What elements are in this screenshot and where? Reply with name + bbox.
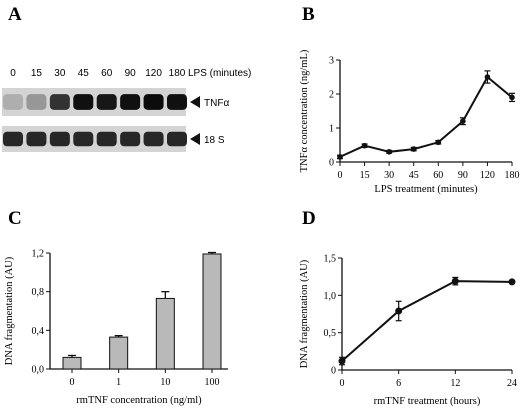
blot-band: [49, 94, 70, 110]
band-label: 18 S: [204, 135, 225, 146]
x-axis-label: rmTNF concentration (ng/ml): [76, 395, 202, 406]
y-tick-label: 1: [329, 124, 334, 135]
y-tick-label: 1,0: [324, 291, 337, 302]
data-point: [484, 74, 491, 80]
x-axis-label: rmTNF treatment (hours): [374, 396, 481, 407]
lane-label: 180: [169, 68, 186, 79]
y-tick-label: 0: [331, 366, 336, 377]
blot-band: [120, 94, 141, 110]
y-tick-label: 2: [329, 90, 334, 101]
data-point: [338, 357, 346, 365]
y-tick-label: 0: [329, 158, 334, 169]
band-arrow-icon: [190, 133, 200, 145]
x-tick-label: 0: [340, 378, 345, 389]
panel-label-b: B: [302, 4, 315, 25]
x-tick-label: 6: [396, 378, 401, 389]
lane-label: 60: [101, 68, 113, 79]
blot-band: [3, 131, 23, 147]
y-tick-label: 3: [329, 56, 334, 67]
bar: [62, 356, 82, 370]
x-tick-label: 0: [338, 170, 343, 181]
x-tick-label: 12: [450, 378, 460, 389]
y-tick-label: 0,8: [32, 287, 45, 298]
x-tick-label: 24: [507, 378, 517, 389]
northern-blot: LPS (minutes) 0 15 30 45 60 90 120 180 TNFα 18 S: [2, 68, 251, 152]
x-tick-label: 180: [505, 170, 520, 181]
y-axis-label: DNA fragmentation (AU): [299, 259, 310, 368]
y-tick-label: 0,4: [32, 326, 45, 337]
blot-band: [167, 94, 187, 110]
x-tick-label: 1: [116, 377, 121, 388]
bar: [202, 253, 222, 370]
x-tick-label: 0: [70, 377, 75, 388]
series-line: [339, 75, 513, 158]
x-tick-label: 90: [458, 170, 468, 181]
bar: [155, 297, 175, 370]
lane-label: 45: [78, 68, 90, 79]
x-tick-label: 45: [409, 170, 419, 181]
blot-band: [143, 94, 164, 110]
x-tick-label: 30: [384, 170, 394, 181]
y-tick-label: 1,5: [324, 254, 337, 265]
data-point: [395, 307, 403, 315]
blot-band: [26, 94, 47, 110]
x-tick-label: 100: [205, 377, 220, 388]
panel-label-c: C: [8, 208, 22, 229]
y-tick-label: 0,0: [32, 365, 45, 376]
blot-band: [167, 131, 187, 147]
blot-band: [49, 131, 70, 147]
data-point: [508, 278, 516, 286]
blot-band: [26, 131, 47, 147]
y-axis-label: TNFα concentration (ng/mL): [299, 49, 310, 172]
data-point: [337, 154, 343, 160]
blot-band: [143, 131, 164, 147]
x-tick-label: 10: [160, 377, 170, 388]
band-label: TNFα: [204, 98, 229, 109]
y-axis-label: DNA fragmentation (AU): [4, 256, 15, 365]
data-point: [451, 277, 459, 285]
x-tick-label: 60: [433, 170, 443, 181]
blot-band: [73, 131, 94, 147]
lane-label: 90: [125, 68, 137, 79]
data-point: [509, 94, 515, 101]
band-arrow-icon: [190, 96, 200, 108]
blot-band: [96, 94, 117, 110]
panel-label-d: D: [302, 208, 316, 229]
data-point: [435, 139, 442, 146]
lps-minutes-label: LPS (minutes): [188, 68, 251, 79]
panel-label-a: A: [8, 4, 22, 25]
blot-band: [3, 94, 23, 110]
dna-fragmentation-time-chart: 0 0,5 1,0 1,5 0 6 12 24 rmTNF treatment (hours) D…: [299, 254, 517, 408]
blot-band: [73, 94, 94, 110]
data-point: [460, 118, 466, 124]
data-point: [386, 149, 392, 155]
x-tick-label: 15: [360, 170, 370, 181]
blot-band: [120, 131, 141, 147]
lane-label: 30: [54, 68, 66, 79]
lane-label: 0: [10, 68, 16, 79]
y-tick-label: 0,5: [324, 328, 337, 339]
lane-label: 120: [145, 68, 162, 79]
y-tick-label: 1,2: [32, 249, 45, 260]
data-point: [410, 146, 417, 152]
data-point: [361, 142, 368, 149]
lane-label: 15: [31, 68, 43, 79]
series-line: [341, 280, 513, 362]
x-axis-label: LPS treatment (minutes): [374, 184, 478, 195]
x-tick-label: 120: [480, 170, 495, 181]
blot-band: [96, 131, 117, 147]
bar: [109, 336, 129, 370]
